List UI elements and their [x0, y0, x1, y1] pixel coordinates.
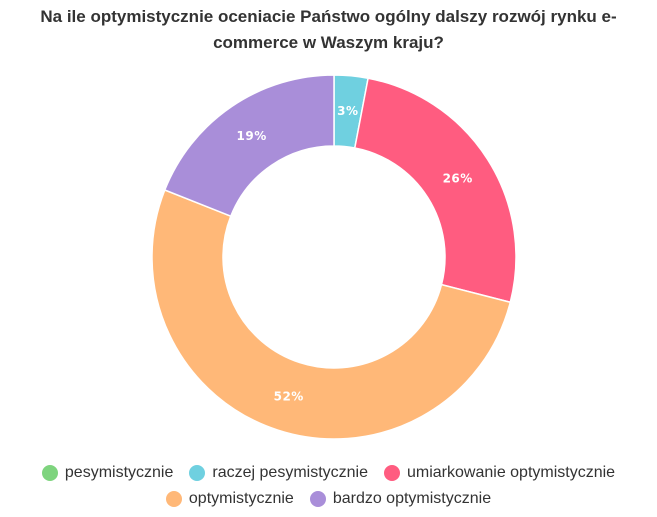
legend-label: bardzo optymistycznie	[332, 490, 492, 507]
legend-item[interactable]: umiarkowanie optymistycznie	[384, 462, 615, 484]
legend-label: raczej pesymistycznie	[212, 464, 368, 481]
legend: pesymistycznie raczej pesymistycznie umiar…	[0, 462, 657, 510]
slice-umiarkowanie-optymistycznie[interactable]	[353, 77, 517, 304]
legend-item[interactable]: bardzo optymistycznie	[309, 488, 492, 510]
legend-label: umiarkowanie optymistycznie	[407, 464, 616, 481]
slice-label: 26%	[443, 172, 473, 186]
slice-label: 3%	[337, 104, 358, 118]
legend-item[interactable]: optymistycznie	[165, 488, 294, 510]
chart-title: Na ile optymistycznie oceniacie Państwo …	[40, 7, 617, 52]
legend-label: optymistycznie	[188, 490, 294, 507]
slice-optymistycznie[interactable]	[151, 189, 512, 440]
legend-item[interactable]: raczej pesymistycznie	[189, 462, 368, 484]
legend-label: pesymistycznie	[64, 464, 174, 481]
legend-dot-icon	[309, 491, 326, 507]
legend-dot-icon	[189, 465, 206, 481]
slice-label: 19%	[237, 129, 267, 143]
slice-label: 52%	[274, 389, 304, 403]
legend-item[interactable]: pesymistycznie	[41, 462, 174, 484]
donut-slices	[151, 74, 517, 440]
legend-dot-icon	[165, 491, 182, 507]
slice-bardzo-optymistycznie[interactable]	[163, 74, 335, 218]
legend-dot-icon	[41, 465, 58, 481]
slice-labels: 3% 26% 52% 19%	[237, 104, 473, 403]
legend-dot-icon	[384, 465, 400, 481]
